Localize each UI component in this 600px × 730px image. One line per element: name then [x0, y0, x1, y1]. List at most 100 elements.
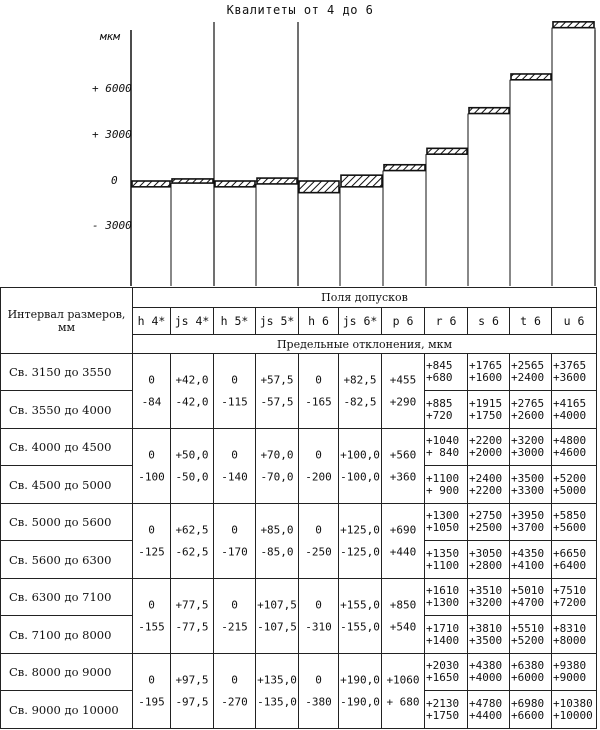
- deviation-cell-s6: +4780 +4400: [467, 690, 510, 729]
- deviation-cell-h6: 0 -250: [298, 503, 339, 579]
- upper-deviation: +4800: [553, 434, 587, 447]
- lower-deviation: +3700: [511, 521, 545, 534]
- column-header: js 5*: [255, 307, 299, 335]
- lower-deviation: -70,0: [260, 470, 294, 484]
- row-interval-label: Св. 4000 до 4500: [0, 428, 133, 466]
- lower-deviation: +720: [426, 408, 453, 422]
- table-row: Св. 4000 до 4500 0 -100 +50,0 -50,0 0 -140 +70,…: [0, 428, 598, 504]
- deviation-cell-h5: 0 -140: [213, 428, 256, 504]
- row-interval-label: Св. 3550 до 4000: [0, 390, 133, 429]
- upper-deviation: +1060: [386, 673, 420, 687]
- lower-deviation: -62,5: [175, 545, 209, 559]
- table-row: Св. 6300 до 7100 0 -155 +77,5 -77,5 0 -215 +107…: [0, 578, 598, 654]
- upper-deviation: +3950: [511, 509, 545, 522]
- deviation-cell-r6: +1300 +1050: [424, 503, 468, 541]
- lower-deviation: -125: [138, 545, 165, 559]
- column-header: h 6: [298, 307, 339, 335]
- lower-deviation: + 900: [426, 483, 460, 497]
- upper-deviation: +190,0: [340, 673, 380, 687]
- tolerance-zone-bar: [552, 21, 595, 29]
- row-interval-label: Св. 3150 до 3550: [0, 353, 133, 391]
- upper-deviation: +4350: [511, 546, 545, 560]
- column-header: h 4*: [132, 307, 171, 335]
- column-header: h 5*: [213, 307, 256, 335]
- deviation-cell-u6: +8310 +8000: [550, 615, 598, 654]
- lower-deviation: -100: [138, 470, 165, 484]
- lower-deviation: -155,0: [340, 620, 380, 634]
- upper-deviation: +97,5: [175, 673, 209, 687]
- tolerance-zone-bar: [510, 73, 552, 81]
- table-row: Св. 9000 до 10000 +2130 +1750 +4780 +4400 +69…: [0, 690, 598, 729]
- deviation-cell-h6: 0 -165: [298, 353, 339, 429]
- deviation-cell-s6: +2400 +2200: [467, 465, 510, 504]
- deviation-cell-js5: +107,5 -107,5: [255, 578, 299, 654]
- deviation-cell-u6: +3765 +3600: [550, 353, 598, 391]
- upper-deviation: +1040: [426, 434, 460, 447]
- deviation-cell-r6: +1100 + 900: [424, 465, 468, 504]
- deviation-cell-p6: +560 +360: [381, 428, 425, 504]
- lower-deviation: +3600: [553, 371, 587, 384]
- lower-deviation: +440: [389, 545, 417, 559]
- deviation-cell-u6: +5850 +5600: [550, 503, 598, 541]
- lower-deviation: +7200: [553, 596, 587, 609]
- lower-deviation: +2000: [469, 446, 503, 459]
- tolerance-zone-bar: [256, 177, 298, 185]
- deviation-cell-r6: +1350 +1100: [424, 540, 468, 579]
- upper-deviation: +690: [389, 523, 417, 537]
- y-tick-label: + 6000: [92, 82, 132, 95]
- page-title: Квалитеты от 4 до 6: [226, 3, 374, 17]
- upper-deviation: +85,0: [260, 523, 294, 537]
- lower-deviation: -155: [138, 620, 165, 634]
- lower-deviation: +6400: [553, 558, 587, 572]
- upper-deviation: +3200: [511, 434, 545, 447]
- upper-deviation: +50,0: [175, 448, 209, 462]
- table-row: Св. 4500 до 5000 +1100 + 900 +2400 +2200 +350…: [0, 465, 598, 504]
- lower-deviation: +4000: [553, 408, 587, 422]
- lower-deviation: +290: [389, 395, 417, 409]
- upper-deviation: +1300: [426, 509, 460, 522]
- table-row: Св. 7100 до 8000 +1710 +1400 +3810 +3500 +551…: [0, 615, 598, 654]
- lower-deviation: + 840: [426, 446, 460, 459]
- column-header: u 6: [550, 307, 598, 335]
- upper-deviation: +6380: [511, 659, 545, 672]
- deviation-cell-t6: +3200 +3000: [509, 428, 552, 466]
- row-interval-label: Св. 6300 до 7100: [0, 578, 133, 616]
- deviation-cell-js4: +42,0 -42,0: [170, 353, 214, 429]
- column-header: p 6: [381, 307, 425, 335]
- upper-deviation: +4380: [469, 659, 503, 672]
- deviation-cell-t6: +3500 +3300: [509, 465, 552, 504]
- row-interval-label: Св. 9000 до 10000: [0, 690, 133, 729]
- upper-deviation: 0: [231, 523, 238, 537]
- upper-deviation: +9380: [553, 659, 587, 672]
- deviation-cell-s6: +2200 +2000: [467, 428, 510, 466]
- deviation-cell-u6: +9380 +9000: [550, 653, 598, 691]
- deviation-cell-js4: +77,5 -77,5: [170, 578, 214, 654]
- column-header: js 6*: [338, 307, 382, 335]
- deviation-cell-h6: 0 -310: [298, 578, 339, 654]
- upper-deviation: +1915: [469, 396, 503, 410]
- upper-deviation: +5510: [511, 621, 545, 635]
- upper-deviation: 0: [315, 373, 322, 387]
- lower-deviation: +3200: [469, 596, 503, 609]
- upper-deviation: +1710: [426, 621, 460, 635]
- deviation-cell-r6: +845 +680: [424, 353, 468, 391]
- lower-deviation: -97,5: [175, 695, 209, 709]
- row-interval-label: Св. 5000 до 5600: [0, 503, 133, 541]
- lower-deviation: -200: [305, 470, 332, 484]
- lower-deviation: -270: [221, 695, 248, 709]
- deviation-cell-js6: +82,5 -82,5: [338, 353, 382, 429]
- upper-deviation: 0: [148, 673, 155, 687]
- deviation-cell-js5: +70,0 -70,0: [255, 428, 299, 504]
- tolerance-zone-bar: [214, 180, 256, 188]
- deviation-cell-r6: +1040 + 840: [424, 428, 468, 466]
- interval-header: Интервал размеров, мм: [0, 287, 133, 354]
- deviation-cell-h4: 0 -100: [132, 428, 171, 504]
- lower-deviation: -107,5: [257, 620, 297, 634]
- lower-deviation: +2800: [469, 558, 503, 572]
- upper-deviation: +100,0: [340, 448, 380, 462]
- lower-deviation: -85,0: [260, 545, 294, 559]
- lower-deviation: -84: [141, 395, 162, 409]
- lower-deviation: -115: [221, 395, 248, 409]
- deviation-cell-p6: +690 +440: [381, 503, 425, 579]
- lower-deviation: +6600: [511, 708, 545, 722]
